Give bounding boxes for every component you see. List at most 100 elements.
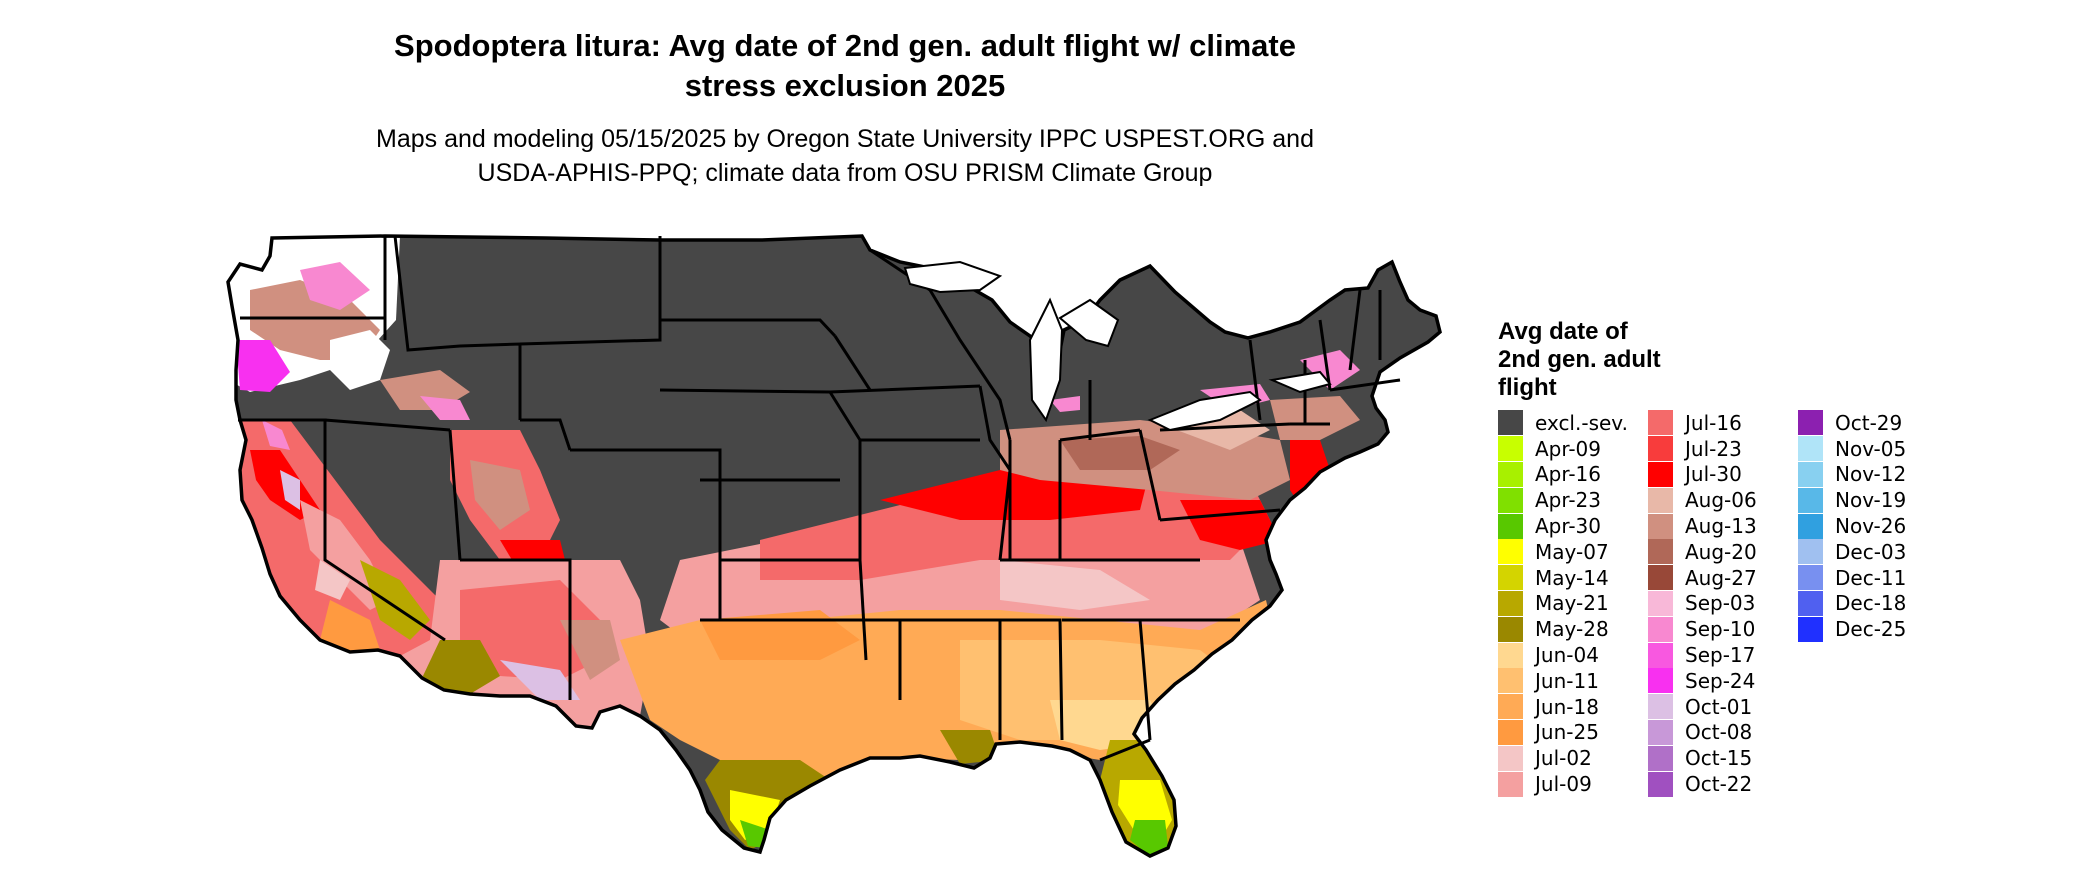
legend-swatch <box>1648 668 1673 694</box>
legend-swatch <box>1498 694 1523 720</box>
legend-item: Jul-02 <box>1498 745 1648 771</box>
legend-item: Apr-16 <box>1498 461 1648 488</box>
legend-item: May-28 <box>1498 616 1648 642</box>
legend-swatch <box>1798 436 1823 462</box>
legend-item: Aug-13 <box>1648 513 1798 539</box>
legend-label: Dec-18 <box>1835 591 1907 616</box>
legend-swatch <box>1648 771 1673 797</box>
legend-label: Nov-26 <box>1835 514 1907 539</box>
legend-item: Jun-04 <box>1498 642 1648 668</box>
legend-item: Nov-05 <box>1798 436 1948 462</box>
legend-label: Oct-22 <box>1685 772 1753 797</box>
legend-label: Nov-12 <box>1835 462 1907 487</box>
legend-label: Jul-09 <box>1535 772 1592 797</box>
legend-swatch <box>1648 539 1673 565</box>
legend-label: Apr-16 <box>1535 462 1601 487</box>
legend-item: May-14 <box>1498 565 1648 591</box>
legend-item: Sep-03 <box>1648 590 1798 617</box>
legend-item: Apr-30 <box>1498 513 1648 539</box>
legend-label: May-21 <box>1535 591 1609 616</box>
legend-item: Aug-20 <box>1648 539 1798 565</box>
legend-swatch <box>1498 745 1523 771</box>
legend-item: Sep-10 <box>1648 616 1798 642</box>
legend-swatch <box>1798 616 1823 642</box>
legend-title: Avg date of 2nd gen. adult flight <box>1498 318 1661 401</box>
legend-swatch <box>1648 565 1673 591</box>
legend-item: Sep-24 <box>1648 668 1798 694</box>
legend-item: Oct-01 <box>1648 694 1798 720</box>
legend-label: May-14 <box>1535 565 1609 590</box>
great-lakes <box>903 260 1332 432</box>
legend-item: Oct-22 <box>1648 771 1798 797</box>
legend-swatch <box>1648 487 1673 513</box>
legend-swatch <box>1648 616 1673 642</box>
legend-label: Jun-04 <box>1535 643 1599 668</box>
legend-label: Dec-03 <box>1835 539 1907 564</box>
legend-item: Jul-09 <box>1498 771 1648 797</box>
legend-item: Aug-06 <box>1648 487 1798 513</box>
legend-item: Dec-03 <box>1798 539 1948 565</box>
us-phenology-map <box>226 234 1442 858</box>
map-title: Spodoptera litura: Avg date of 2nd gen. … <box>394 28 1296 103</box>
legend-swatch <box>1798 513 1823 539</box>
legend-label: Oct-29 <box>1835 410 1903 435</box>
legend-item: Jun-11 <box>1498 668 1648 694</box>
legend-swatch <box>1498 436 1523 462</box>
map-legend: excl.-sev. Apr-09 Apr-16 Apr-23 Apr-30 May-07… <box>1498 410 1948 797</box>
legend-item: Dec-11 <box>1798 565 1948 591</box>
legend-label: Jun-18 <box>1535 694 1599 719</box>
legend-label: Oct-01 <box>1685 694 1753 719</box>
legend-item: Apr-09 <box>1498 436 1648 462</box>
map-subtitle: Maps and modeling 05/15/2025 by Oregon S… <box>376 125 1314 187</box>
legend-label: Aug-06 <box>1685 488 1757 513</box>
legend-swatch <box>1798 590 1823 616</box>
legend-swatch <box>1498 410 1523 436</box>
legend-label: Oct-15 <box>1685 746 1753 771</box>
legend-swatch <box>1648 694 1673 720</box>
legend-swatch <box>1798 565 1823 591</box>
legend-item: Oct-29 <box>1798 410 1948 436</box>
legend-swatch <box>1798 461 1823 487</box>
legend-item: Jul-16 <box>1648 410 1798 436</box>
legend-swatch <box>1498 590 1523 616</box>
legend-label: Aug-27 <box>1685 565 1757 590</box>
phenology-zones <box>228 236 1360 856</box>
legend-swatch <box>1648 642 1673 668</box>
legend-swatch <box>1648 410 1673 436</box>
legend-item: Oct-08 <box>1648 719 1798 746</box>
legend-swatch <box>1798 410 1823 436</box>
legend-swatch <box>1498 771 1523 797</box>
legend-label: Sep-17 <box>1685 643 1756 668</box>
legend-label: Jul-16 <box>1685 410 1742 435</box>
state-boundaries <box>238 235 1401 762</box>
legend-label: Apr-09 <box>1535 436 1601 461</box>
legend-label: Jul-30 <box>1685 462 1742 487</box>
legend-item: excl.-sev. <box>1498 410 1648 436</box>
legend-swatch <box>1498 513 1523 539</box>
legend-swatch <box>1648 719 1673 745</box>
legend-swatch <box>1498 461 1523 487</box>
legend-swatch <box>1498 642 1523 668</box>
legend-swatch <box>1498 487 1523 513</box>
legend-label: Nov-19 <box>1835 488 1907 513</box>
legend-item: Dec-25 <box>1798 616 1948 642</box>
legend-label: Aug-13 <box>1685 514 1757 539</box>
legend-swatch <box>1648 745 1673 771</box>
legend-label: Oct-08 <box>1685 720 1753 745</box>
legend-label: May-07 <box>1535 539 1609 564</box>
legend-item: Jun-25 <box>1498 719 1648 746</box>
legend-item: Nov-19 <box>1798 487 1948 513</box>
legend-label: Sep-03 <box>1685 591 1756 616</box>
legend-swatch <box>1798 539 1823 565</box>
legend-swatch <box>1498 668 1523 694</box>
legend-item: Aug-27 <box>1648 565 1798 591</box>
legend-label: Sep-10 <box>1685 617 1756 642</box>
legend-swatch <box>1798 487 1823 513</box>
legend-item: Jul-30 <box>1648 461 1798 488</box>
legend-item: May-07 <box>1498 539 1648 565</box>
legend-label: Jun-25 <box>1535 720 1599 745</box>
legend-label: May-28 <box>1535 617 1609 642</box>
legend-item: Jul-23 <box>1648 436 1798 462</box>
legend-item: Nov-26 <box>1798 513 1948 539</box>
legend-swatch <box>1648 590 1673 616</box>
